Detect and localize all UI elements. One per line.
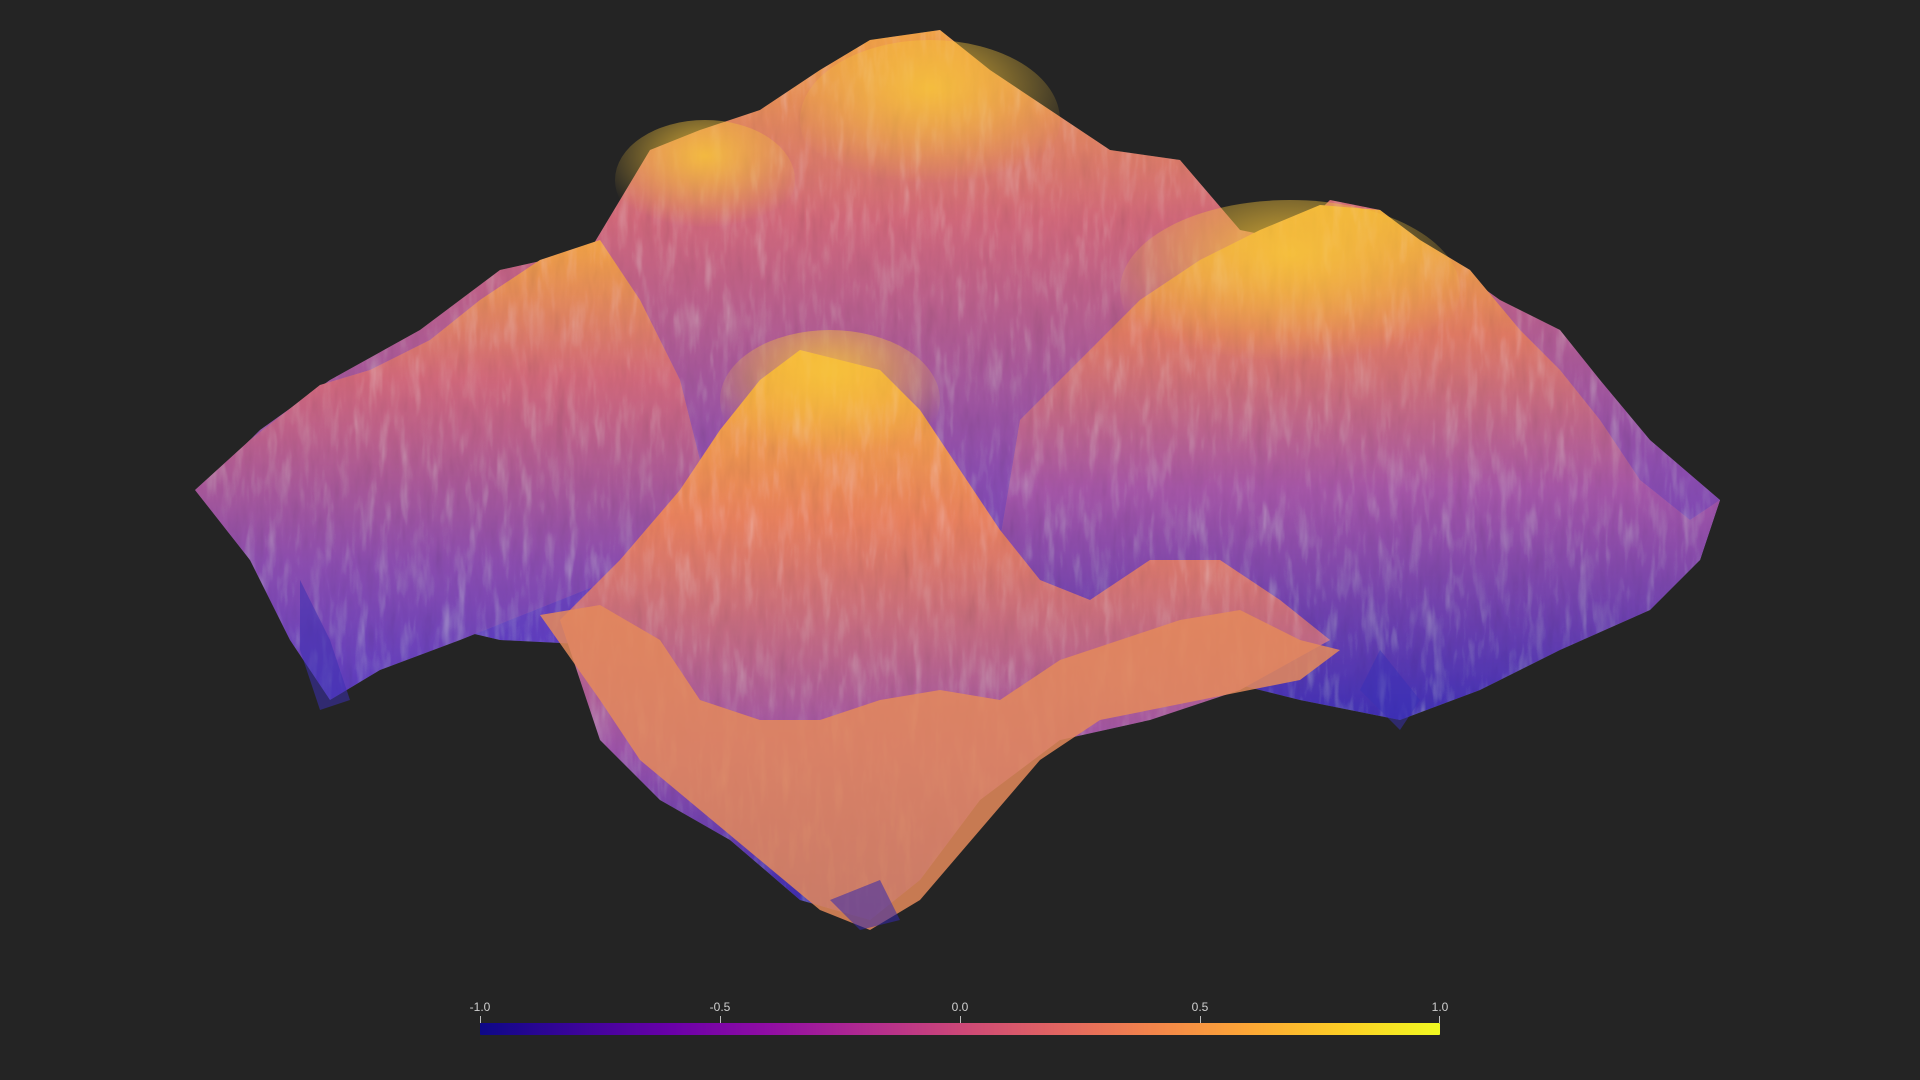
left-valley-shadow — [300, 580, 350, 710]
colorbar-tick-label: -0.5 — [709, 1000, 731, 1014]
colorbar-tick-mark — [1200, 1016, 1201, 1023]
colorbar-tick-mark — [720, 1016, 721, 1023]
front-rim — [540, 605, 1340, 930]
colorbar-tick-label: 1.0 — [1431, 1000, 1449, 1014]
colorbar-tick-mark — [1439, 1016, 1440, 1023]
colorbar-tick-mark — [960, 1016, 961, 1023]
colorbar-legend: -1.0 -0.5 0.0 0.5 1.0 — [470, 1000, 1448, 1060]
colorbar-gradient — [480, 1023, 1440, 1035]
right-valley-shadow — [1360, 650, 1420, 730]
colorbar-tick-mark — [480, 1016, 481, 1023]
center-valley-shadow — [830, 880, 900, 930]
left-slope — [195, 240, 700, 700]
colorbar-tick-label: 0.0 — [951, 1000, 969, 1014]
colorbar-tick-label: 0.5 — [1191, 1000, 1209, 1014]
colorbar-tick-label: -1.0 — [469, 1000, 491, 1014]
